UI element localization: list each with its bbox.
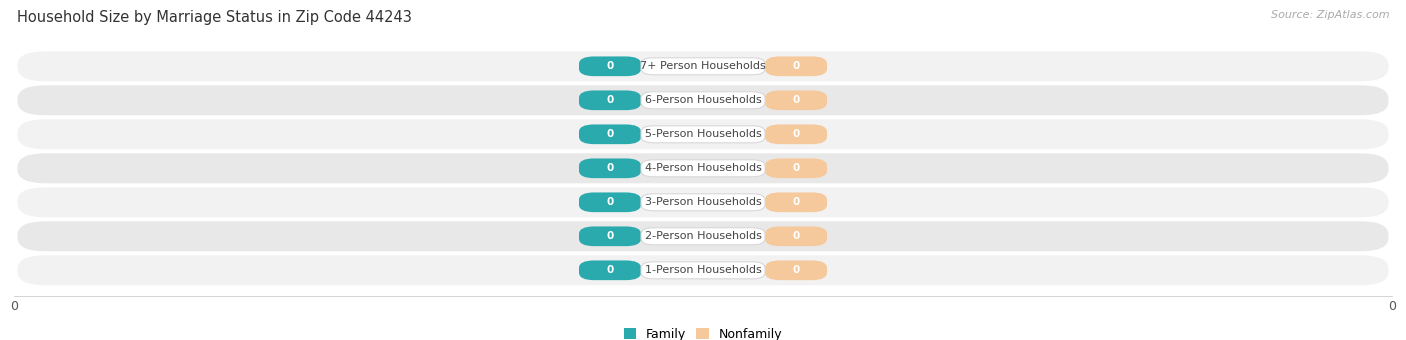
Text: 0: 0 <box>606 265 613 275</box>
FancyBboxPatch shape <box>579 260 641 280</box>
Text: 0: 0 <box>606 61 613 71</box>
Text: Household Size by Marriage Status in Zip Code 44243: Household Size by Marriage Status in Zip… <box>17 10 412 25</box>
Text: 0: 0 <box>606 197 613 207</box>
FancyBboxPatch shape <box>579 124 641 144</box>
FancyBboxPatch shape <box>641 194 765 211</box>
FancyBboxPatch shape <box>579 158 641 178</box>
Text: 7+ Person Households: 7+ Person Households <box>640 61 766 71</box>
Text: 0: 0 <box>606 231 613 241</box>
Text: 0: 0 <box>793 129 800 139</box>
FancyBboxPatch shape <box>579 226 641 246</box>
FancyBboxPatch shape <box>17 119 1389 149</box>
FancyBboxPatch shape <box>17 153 1389 183</box>
FancyBboxPatch shape <box>765 56 827 76</box>
Text: 0: 0 <box>606 129 613 139</box>
FancyBboxPatch shape <box>17 221 1389 251</box>
FancyBboxPatch shape <box>579 192 641 212</box>
Text: 3-Person Households: 3-Person Households <box>644 197 762 207</box>
Text: 0: 0 <box>793 265 800 275</box>
Text: Source: ZipAtlas.com: Source: ZipAtlas.com <box>1271 10 1389 20</box>
FancyBboxPatch shape <box>765 226 827 246</box>
Text: 0: 0 <box>793 163 800 173</box>
FancyBboxPatch shape <box>579 56 641 76</box>
FancyBboxPatch shape <box>765 192 827 212</box>
FancyBboxPatch shape <box>17 187 1389 217</box>
FancyBboxPatch shape <box>17 255 1389 285</box>
FancyBboxPatch shape <box>765 124 827 144</box>
Text: 0: 0 <box>606 163 613 173</box>
Text: 6-Person Households: 6-Person Households <box>644 95 762 105</box>
FancyBboxPatch shape <box>641 126 765 143</box>
FancyBboxPatch shape <box>765 158 827 178</box>
FancyBboxPatch shape <box>765 90 827 110</box>
Text: 0: 0 <box>793 95 800 105</box>
Text: 0: 0 <box>793 61 800 71</box>
Text: 0: 0 <box>606 95 613 105</box>
FancyBboxPatch shape <box>17 51 1389 81</box>
Text: 0: 0 <box>793 197 800 207</box>
Text: 4-Person Households: 4-Person Households <box>644 163 762 173</box>
FancyBboxPatch shape <box>579 90 641 110</box>
FancyBboxPatch shape <box>641 228 765 245</box>
FancyBboxPatch shape <box>641 58 765 75</box>
Legend: Family, Nonfamily: Family, Nonfamily <box>619 323 787 340</box>
Text: 0: 0 <box>793 231 800 241</box>
Text: 1-Person Households: 1-Person Households <box>644 265 762 275</box>
FancyBboxPatch shape <box>641 160 765 177</box>
FancyBboxPatch shape <box>765 260 827 280</box>
FancyBboxPatch shape <box>17 85 1389 115</box>
Text: 5-Person Households: 5-Person Households <box>644 129 762 139</box>
FancyBboxPatch shape <box>641 262 765 279</box>
Text: 2-Person Households: 2-Person Households <box>644 231 762 241</box>
FancyBboxPatch shape <box>641 92 765 109</box>
